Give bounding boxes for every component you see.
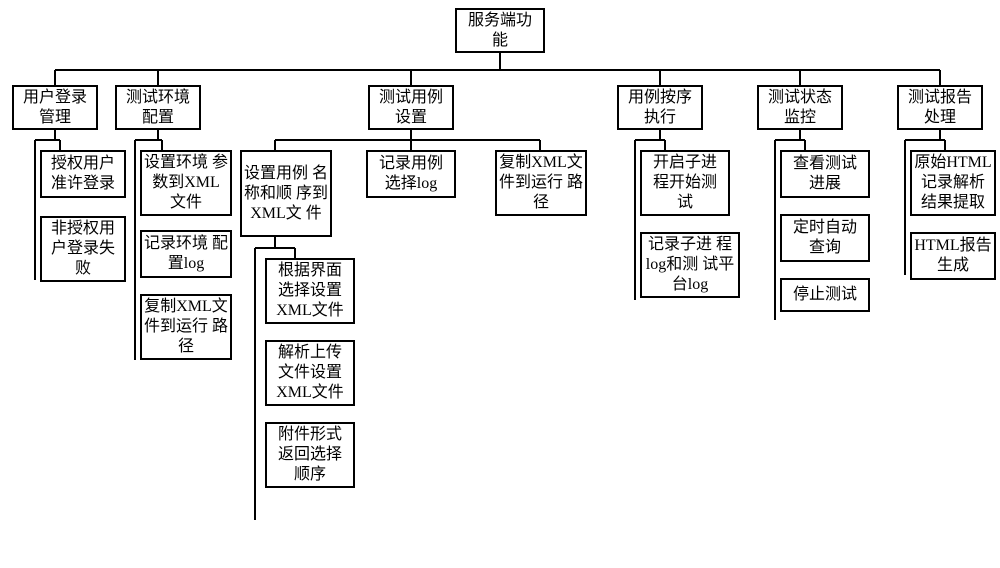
l1-env: 测试环境 配置: [115, 85, 201, 130]
env-b: 记录环境 配置log: [140, 230, 232, 278]
case-c: 复制XML文 件到运行 路径: [495, 150, 587, 216]
case-a: 设置用例 名称和顺 序到XML文 件: [240, 150, 332, 237]
exec-b: 记录子进 程log和测 试平台log: [640, 232, 740, 298]
l1-case: 测试用例 设置: [368, 85, 454, 130]
case-a-a: 根据界面 选择设置 XML文件: [265, 258, 355, 324]
l1-login: 用户登录 管理: [12, 85, 98, 130]
login-b: 非授权用 户登录失 败: [40, 216, 126, 282]
report-a: 原始HTML 记录解析 结果提取: [910, 150, 996, 216]
monitor-c: 停止测试: [780, 278, 870, 312]
login-a: 授权用户 准许登录: [40, 150, 126, 198]
case-a-c: 附件形式 返回选择 顺序: [265, 422, 355, 488]
monitor-b: 定时自动 查询: [780, 214, 870, 262]
l1-report: 测试报告 处理: [897, 85, 983, 130]
env-a: 设置环境 参数到XML 文件: [140, 150, 232, 216]
env-c: 复制XML文 件到运行 路径: [140, 294, 232, 360]
root-node: 服务端功 能: [455, 8, 545, 53]
report-b: HTML报告 生成: [910, 232, 996, 280]
case-a-b: 解析上传 文件设置 XML文件: [265, 340, 355, 406]
l1-monitor: 测试状态 监控: [757, 85, 843, 130]
l1-exec: 用例按序 执行: [617, 85, 703, 130]
monitor-a: 查看测试 进展: [780, 150, 870, 198]
exec-a: 开启子进 程开始测 试: [640, 150, 730, 216]
case-b: 记录用例 选择log: [366, 150, 456, 198]
